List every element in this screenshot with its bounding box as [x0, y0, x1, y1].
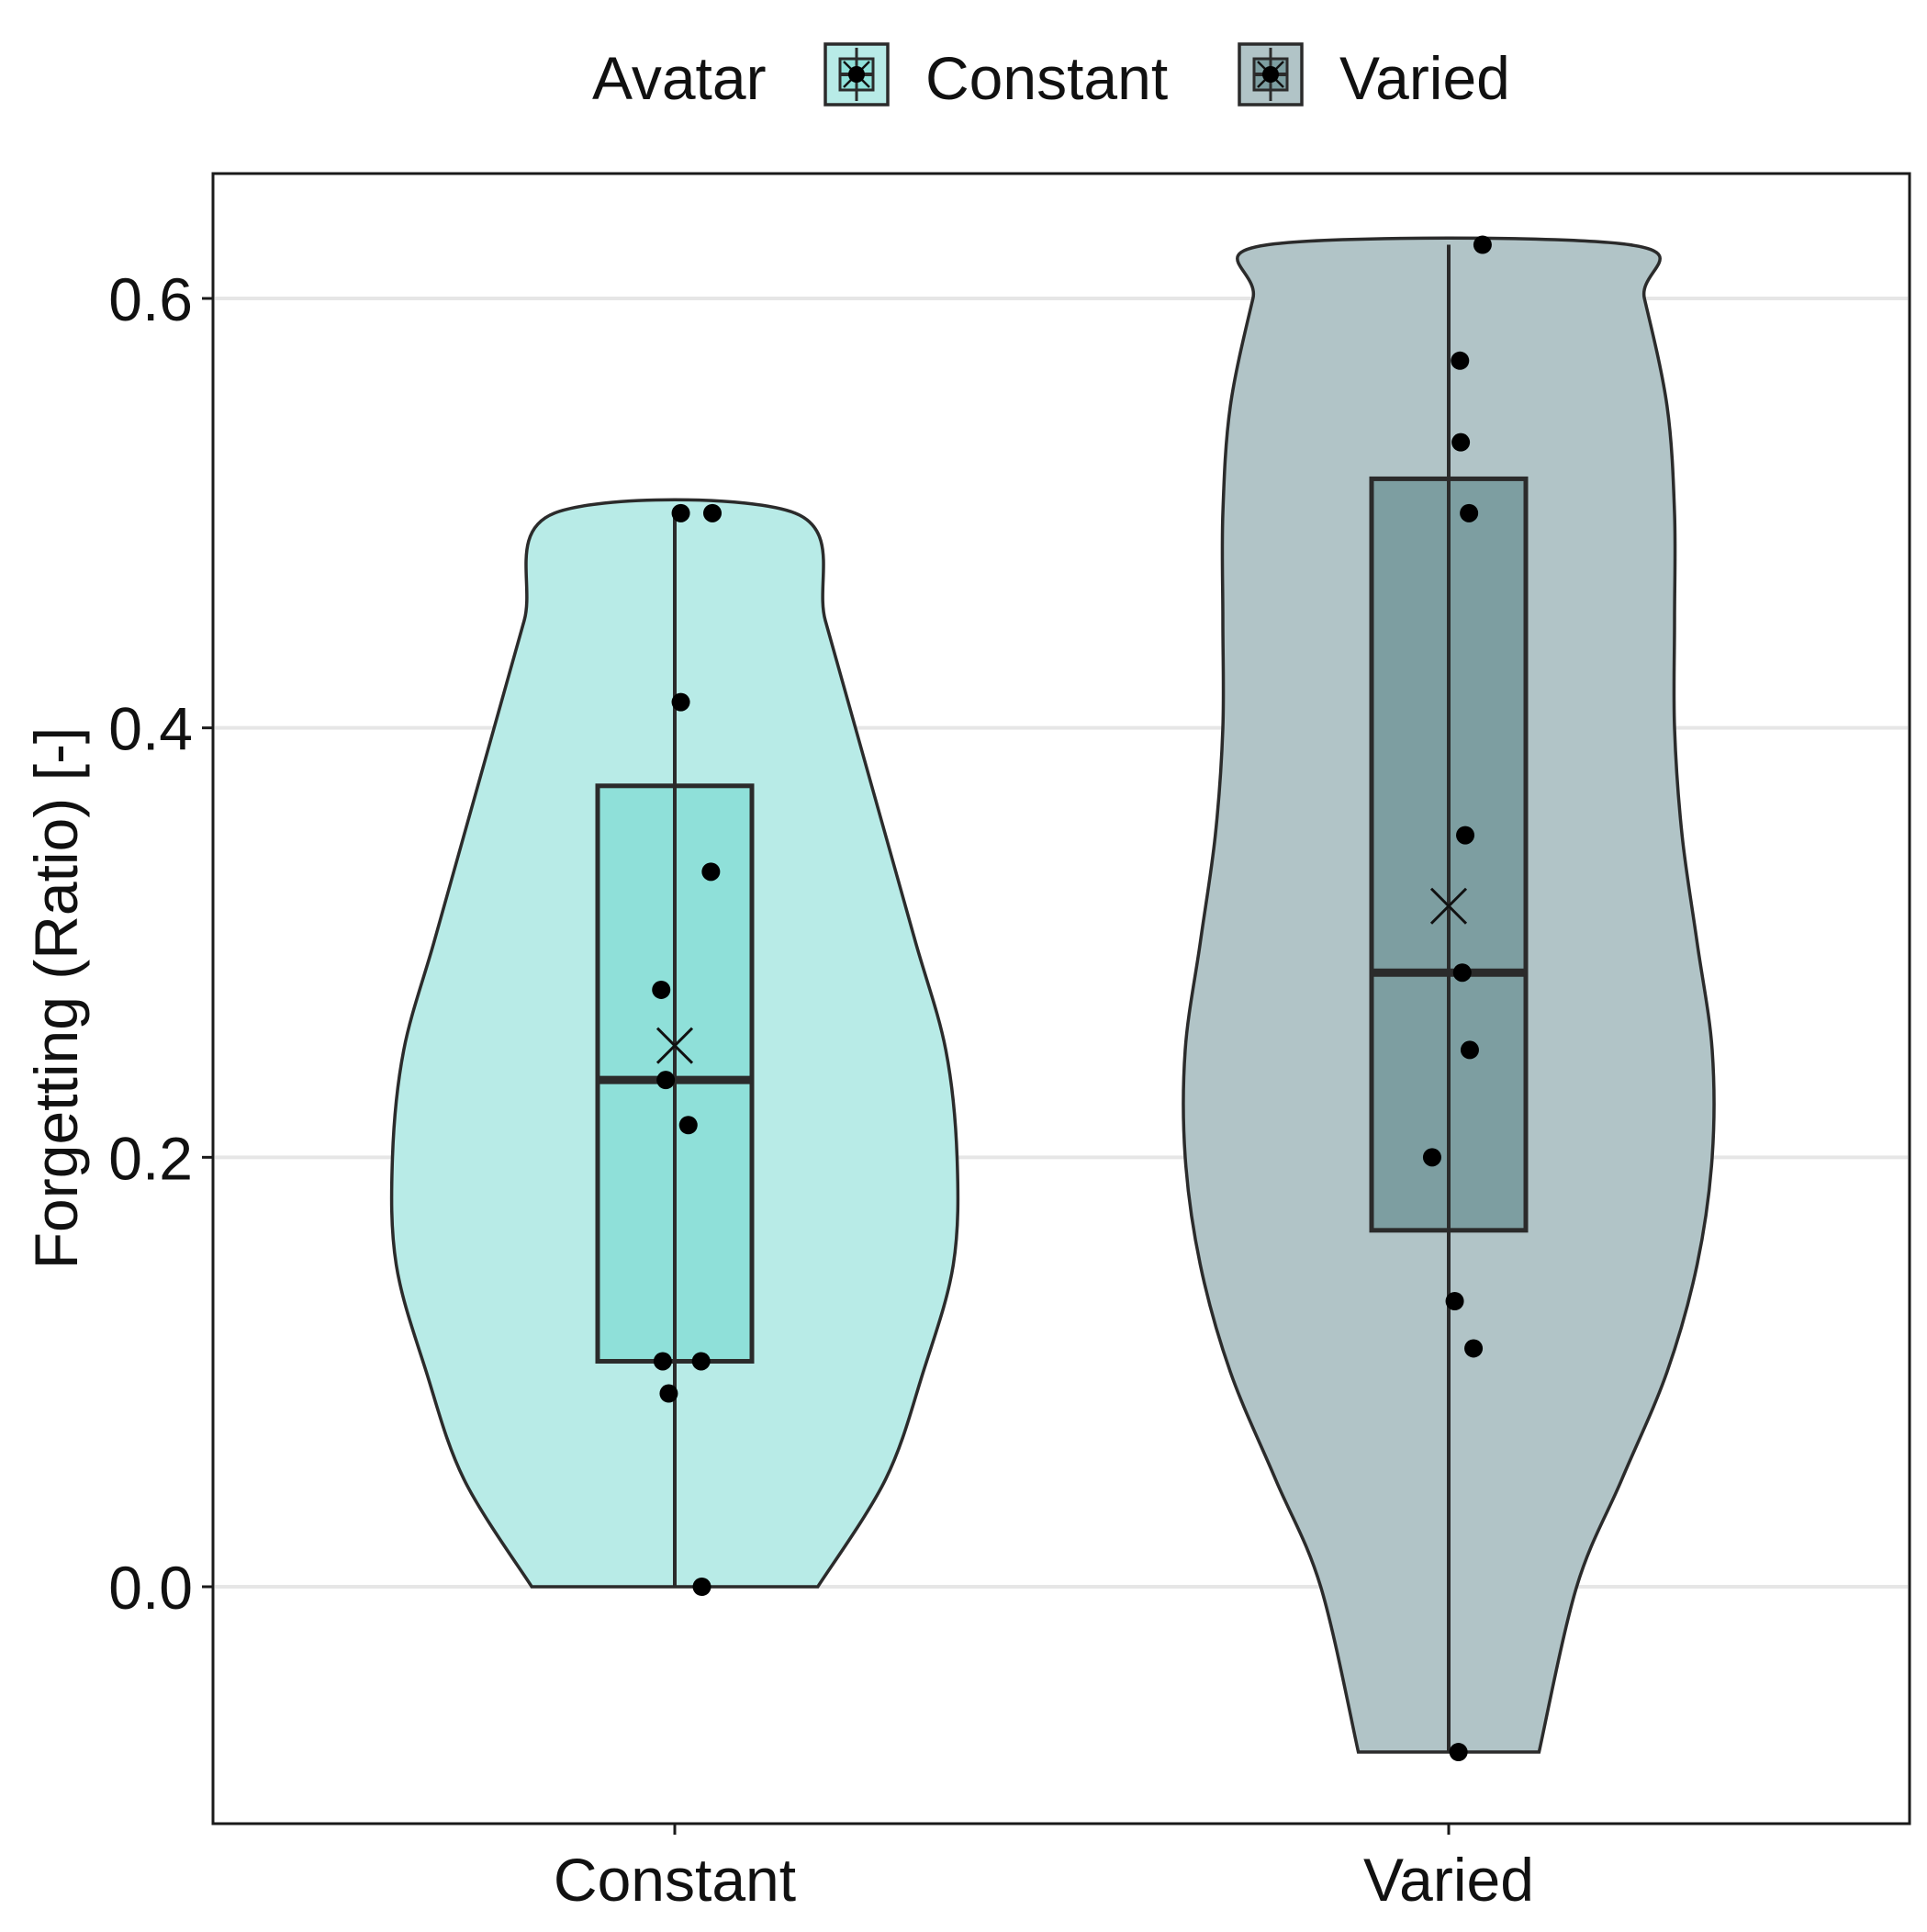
point-varied-7: [1422, 1148, 1441, 1167]
legend-label-varied: Varied: [1339, 44, 1510, 112]
point-varied-2: [1451, 432, 1471, 452]
point-varied-5: [1452, 963, 1472, 983]
point-varied-6: [1460, 1040, 1479, 1060]
point-varied-8: [1445, 1292, 1464, 1311]
y-tick-label-3: 0.6: [108, 265, 193, 333]
point-constant-2: [671, 692, 690, 712]
legend: Avatar Constant Varied: [592, 42, 1510, 112]
legend-key-point: [1262, 66, 1279, 83]
x-tick-label-0: Constant: [554, 1846, 796, 1914]
legend-title: Avatar: [592, 44, 767, 112]
mean-marker-constant: [655, 1027, 694, 1064]
point-varied-3: [1460, 503, 1479, 522]
means: [655, 887, 1468, 1064]
legend-key-constant: [823, 42, 890, 107]
point-constant-3: [701, 862, 721, 882]
y-axis: 0.0 0.2 0.4 0.6: [108, 265, 213, 1622]
legend-entries: Constant Varied: [823, 42, 1510, 112]
mean-marker-varied: [1429, 887, 1468, 925]
point-varied-10: [1449, 1743, 1468, 1762]
mean-stroke-b: [1429, 887, 1468, 925]
legend-label-constant: Constant: [925, 44, 1168, 112]
point-constant-8: [691, 1352, 711, 1371]
point-constant-1: [703, 503, 722, 522]
point-constant-10: [692, 1578, 711, 1596]
point-varied-1: [1451, 351, 1470, 370]
point-constant-4: [652, 980, 671, 999]
mean-stroke-b: [655, 1027, 694, 1064]
legend-key-varied: [1238, 42, 1304, 107]
y-axis-label: Forgetting (Ratio) [-]: [22, 727, 90, 1270]
x-tick-label-1: Varied: [1363, 1846, 1534, 1914]
plot-panel: [211, 172, 1911, 1825]
points: [652, 235, 1492, 1762]
point-constant-0: [671, 503, 690, 522]
point-varied-9: [1464, 1339, 1484, 1358]
point-constant-7: [653, 1352, 672, 1371]
legend-key-point: [848, 66, 865, 83]
point-varied-0: [1473, 235, 1492, 254]
y-tick-label-0: 0.0: [108, 1554, 193, 1622]
point-constant-6: [678, 1116, 698, 1135]
point-constant-5: [656, 1071, 676, 1090]
y-tick-label-1: 0.2: [108, 1124, 193, 1192]
point-varied-4: [1456, 826, 1475, 845]
point-constant-9: [659, 1384, 678, 1403]
x-axis: Constant Varied: [554, 1824, 1534, 1914]
y-tick-label-2: 0.4: [108, 695, 193, 763]
boxes: [595, 244, 1529, 1753]
